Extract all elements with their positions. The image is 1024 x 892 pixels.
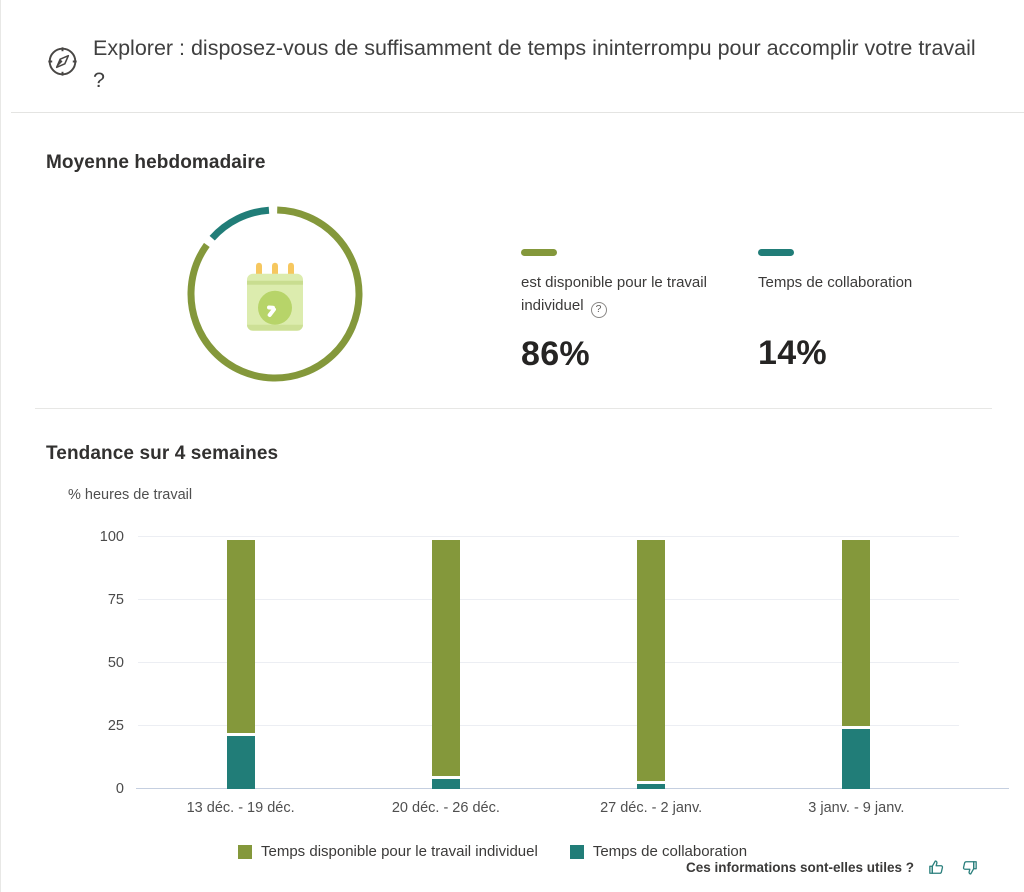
help-icon[interactable]: ? — [590, 301, 607, 318]
x-tick-label: 13 déc. - 19 déc. — [186, 800, 295, 816]
y-tick-label: 0 — [115, 781, 124, 797]
x-tick-label: 3 janv. - 9 janv. — [808, 800, 905, 816]
feedback-question: Ces informations sont-elles utiles ? — [686, 860, 915, 875]
chart-legend: Temps disponible pour le travail individ… — [238, 843, 747, 860]
bar-segment-collaboration[interactable] — [637, 783, 666, 789]
y-axis-title: % heures de travail — [68, 487, 193, 503]
calendar-peg — [272, 262, 278, 278]
individual-color-swatch — [521, 249, 557, 256]
gridline — [138, 725, 959, 726]
card-title: Explorer : disposez-vous de suffisamment… — [93, 36, 976, 92]
stat-individual: est disponible pour le travail individue… — [521, 249, 751, 374]
calendar-body — [247, 273, 303, 331]
donut-collaboration-arc — [187, 206, 363, 382]
thumbs-down-icon[interactable] — [959, 857, 980, 878]
y-tick-label: 100 — [99, 529, 124, 545]
legend-label: Temps disponible pour le travail individ… — [261, 843, 538, 860]
collaboration-color-swatch — [758, 249, 794, 256]
bar-segment-individual[interactable] — [431, 539, 460, 776]
calendar-clock-icon — [247, 262, 303, 331]
card-header: Explorer : disposez-vous de suffisamment… — [1, 0, 1024, 113]
stat-individual-value: 86% — [521, 334, 590, 373]
gridline — [138, 536, 959, 537]
stat-collaboration: Temps de collaboration 14% — [758, 249, 978, 373]
stat-collaboration-value: 14% — [758, 334, 827, 372]
bar-chart-plot: 0 25 50 75 100 — [100, 529, 1009, 797]
bar-2[interactable] — [431, 539, 460, 789]
calendar-peg — [288, 262, 294, 278]
weekly-average-donut — [187, 206, 363, 382]
x-axis-line — [136, 788, 1009, 789]
clock-hour-hand — [266, 305, 276, 310]
calendar-peg — [256, 262, 262, 278]
compass-icon — [48, 47, 77, 76]
donut-chart — [187, 206, 363, 382]
legend-item: Temps de collaboration — [569, 843, 748, 860]
calendar-band — [247, 280, 303, 285]
stat-individual-label-text: est disponible pour le travail individue… — [521, 274, 707, 314]
section-divider — [35, 408, 992, 409]
stat-individual-label: est disponible pour le travail individue… — [521, 271, 751, 318]
weekly-average-heading: Moyenne hebdomadaire — [46, 152, 266, 173]
bar-segment-individual[interactable] — [226, 539, 255, 734]
header-divider — [11, 112, 1024, 113]
y-tick-label: 25 — [107, 718, 124, 734]
legend-swatch — [238, 844, 252, 859]
y-tick-label: 50 — [107, 655, 124, 671]
bar-segment-individual[interactable] — [637, 539, 666, 781]
calendar-footer — [247, 324, 303, 331]
gridline — [138, 662, 959, 663]
legend-label: Temps de collaboration — [592, 843, 748, 860]
legend-swatch — [569, 844, 584, 859]
y-tick-label: 75 — [107, 592, 124, 608]
bar-1[interactable] — [226, 539, 255, 789]
bar-segment-collaboration[interactable] — [431, 778, 460, 789]
x-tick-label: 20 déc. - 26 déc. — [391, 800, 500, 816]
stat-collaboration-label: Temps de collaboration — [758, 274, 913, 291]
bar-segment-collaboration[interactable] — [226, 736, 255, 789]
x-tick-label: 27 déc. - 2 janv. — [600, 800, 703, 816]
thumbs-up-icon[interactable] — [926, 857, 947, 878]
clock-face — [258, 290, 292, 325]
bar-3[interactable] — [637, 539, 666, 789]
feedback-bar: Ces informations sont-elles utiles ? — [686, 857, 980, 878]
bar-4[interactable] — [842, 539, 871, 789]
bar-segment-collaboration[interactable] — [842, 728, 871, 789]
gridline — [138, 599, 959, 600]
trend-heading: Tendance sur 4 semaines — [46, 443, 279, 464]
bar-segment-individual[interactable] — [842, 539, 871, 726]
legend-item: Temps disponible pour le travail individ… — [238, 843, 538, 860]
